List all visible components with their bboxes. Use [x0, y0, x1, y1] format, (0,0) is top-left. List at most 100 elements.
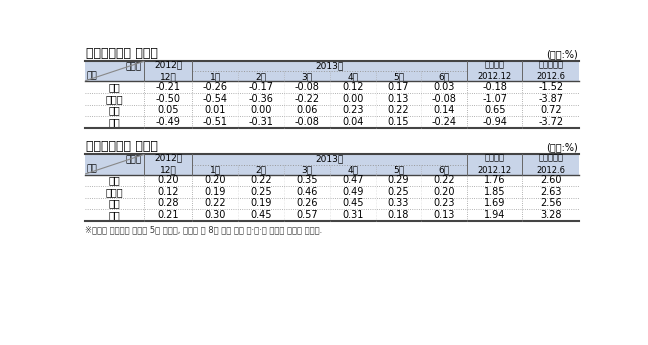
- Text: 지역: 지역: [86, 164, 97, 173]
- Text: 0.05: 0.05: [157, 105, 179, 115]
- Text: 3월: 3월: [301, 165, 312, 174]
- Bar: [85, 61, 579, 81]
- Text: 0.22: 0.22: [388, 105, 410, 115]
- Text: 3월: 3월: [301, 72, 312, 81]
- Text: 2월: 2월: [256, 165, 266, 174]
- Text: 0.15: 0.15: [388, 117, 410, 127]
- Bar: [85, 154, 579, 175]
- Text: 0.22: 0.22: [205, 198, 226, 208]
- Text: 4월: 4월: [347, 165, 358, 174]
- Text: 0.35: 0.35: [296, 175, 318, 185]
- Text: (단위:%): (단위:%): [546, 49, 578, 59]
- Text: 0.65: 0.65: [484, 105, 505, 115]
- Text: -0.54: -0.54: [203, 94, 228, 104]
- Text: 1.85: 1.85: [484, 187, 505, 197]
- Text: 0.00: 0.00: [250, 105, 272, 115]
- Text: -3.87: -3.87: [538, 94, 563, 104]
- Text: 0.46: 0.46: [296, 187, 318, 197]
- Text: 1.94: 1.94: [484, 210, 505, 220]
- Text: -0.94: -0.94: [482, 117, 507, 127]
- Text: -3.72: -3.72: [538, 117, 563, 127]
- Text: -0.08: -0.08: [294, 117, 319, 127]
- Text: 1.76: 1.76: [484, 175, 505, 185]
- Text: 3.28: 3.28: [540, 210, 561, 220]
- Text: -0.50: -0.50: [156, 94, 181, 104]
- Text: -1.52: -1.52: [538, 82, 563, 92]
- Text: 변동률: 변동률: [126, 62, 142, 71]
- Text: 전국: 전국: [109, 82, 121, 92]
- Text: 전국: 전국: [109, 175, 121, 185]
- Text: 수도권: 수도권: [106, 187, 124, 197]
- Text: 1월: 1월: [210, 165, 221, 174]
- Text: 전년말비
2012.12: 전년말비 2012.12: [478, 154, 512, 175]
- Text: -1.07: -1.07: [482, 94, 507, 104]
- Text: 0.20: 0.20: [205, 175, 226, 185]
- Text: 전년동월비
2012.6: 전년동월비 2012.6: [536, 61, 565, 81]
- Text: 전년동월비
2012.6: 전년동월비 2012.6: [536, 154, 565, 175]
- Text: 0.57: 0.57: [296, 210, 318, 220]
- Text: 5월: 5월: [393, 72, 404, 81]
- Text: 1.69: 1.69: [484, 198, 505, 208]
- Text: 2012년
12월: 2012년 12월: [154, 61, 183, 81]
- Text: 0.26: 0.26: [296, 198, 318, 208]
- Text: 0.29: 0.29: [388, 175, 410, 185]
- Text: 2012년
12월: 2012년 12월: [154, 154, 183, 175]
- Text: -0.31: -0.31: [249, 117, 273, 127]
- Text: 0.47: 0.47: [342, 175, 364, 185]
- Text: 5월: 5월: [393, 165, 404, 174]
- Text: 전세가격지수 변동률: 전세가격지수 변동률: [86, 140, 158, 154]
- Text: 0.31: 0.31: [342, 210, 364, 220]
- Text: 2.63: 2.63: [540, 187, 561, 197]
- Text: 0.17: 0.17: [388, 82, 410, 92]
- Text: ※지방은 수도권을 제외한 5대 광역시, 세종시 및 8개 도에 속한 시·군·구 지역을 통틀어 지칭함.: ※지방은 수도권을 제외한 5대 광역시, 세종시 및 8개 도에 속한 시·군…: [85, 225, 322, 235]
- Text: 매매가격지수 변동률: 매매가격지수 변동률: [86, 47, 158, 60]
- Text: 전년말비
2012.12: 전년말비 2012.12: [478, 61, 512, 81]
- Text: 0.01: 0.01: [205, 105, 226, 115]
- Text: -0.26: -0.26: [203, 82, 228, 92]
- Text: (단위:%): (단위:%): [546, 142, 578, 152]
- Text: 0.12: 0.12: [157, 187, 179, 197]
- Text: 0.12: 0.12: [342, 82, 364, 92]
- Text: 0.13: 0.13: [388, 94, 409, 104]
- Text: 수도권: 수도권: [106, 94, 124, 104]
- Text: 0.28: 0.28: [157, 198, 179, 208]
- Text: 0.45: 0.45: [250, 210, 272, 220]
- Text: 지방: 지방: [109, 198, 121, 208]
- Text: 6월: 6월: [439, 165, 450, 174]
- Text: 2.56: 2.56: [540, 198, 562, 208]
- Text: -0.36: -0.36: [249, 94, 273, 104]
- Text: 변동률: 변동률: [126, 155, 142, 164]
- Text: 6월: 6월: [439, 72, 450, 81]
- Text: -0.08: -0.08: [294, 82, 319, 92]
- Text: -0.24: -0.24: [432, 117, 457, 127]
- Text: -0.21: -0.21: [156, 82, 181, 92]
- Text: 0.23: 0.23: [342, 105, 364, 115]
- Text: 0.18: 0.18: [388, 210, 409, 220]
- Text: -0.18: -0.18: [482, 82, 507, 92]
- Text: 2.60: 2.60: [540, 175, 561, 185]
- Text: 0.22: 0.22: [250, 175, 272, 185]
- Text: -0.22: -0.22: [294, 94, 319, 104]
- Text: 0.25: 0.25: [250, 187, 272, 197]
- Text: 서울: 서울: [109, 117, 121, 127]
- Text: 0.33: 0.33: [388, 198, 409, 208]
- Text: 2013년: 2013년: [316, 155, 344, 164]
- Text: 0.49: 0.49: [342, 187, 364, 197]
- Text: 0.04: 0.04: [342, 117, 364, 127]
- Text: 지방: 지방: [109, 105, 121, 115]
- Text: -0.08: -0.08: [432, 94, 457, 104]
- Text: -0.17: -0.17: [249, 82, 273, 92]
- Text: 0.30: 0.30: [205, 210, 226, 220]
- Text: 0.06: 0.06: [296, 105, 318, 115]
- Text: 지역: 지역: [86, 71, 97, 80]
- Text: 4월: 4월: [347, 72, 358, 81]
- Text: 2월: 2월: [256, 72, 266, 81]
- Text: -0.51: -0.51: [203, 117, 228, 127]
- Text: 1월: 1월: [210, 72, 221, 81]
- Text: 0.23: 0.23: [434, 198, 455, 208]
- Text: 0.03: 0.03: [434, 82, 455, 92]
- Text: 0.20: 0.20: [434, 187, 455, 197]
- Text: 0.72: 0.72: [540, 105, 562, 115]
- Text: 0.22: 0.22: [434, 175, 455, 185]
- Text: 0.14: 0.14: [434, 105, 455, 115]
